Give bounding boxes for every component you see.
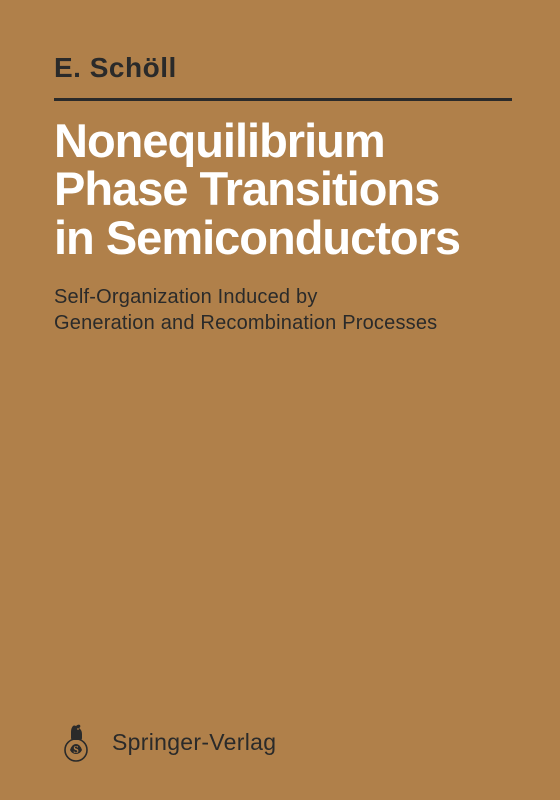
subtitle-line: Self-Organization Induced by (54, 285, 512, 311)
book-subtitle: Self-Organization Induced by Generation … (54, 285, 512, 336)
book-cover: E. Schöll Nonequilibrium Phase Transitio… (0, 0, 560, 800)
springer-logo-icon: S (54, 720, 98, 764)
svg-text:S: S (73, 745, 79, 756)
book-title: Nonequilibrium Phase Transitions in Semi… (54, 117, 512, 264)
subtitle-line: Generation and Recombination Processes (54, 311, 512, 337)
title-line: Phase Transitions (54, 165, 512, 214)
title-line: in Semiconductors (54, 214, 512, 263)
publisher-name: Springer-Verlag (112, 729, 276, 756)
author-name: E. Schöll (54, 52, 512, 84)
divider-rule (54, 98, 512, 101)
publisher-block: S Springer-Verlag (54, 720, 276, 764)
title-line: Nonequilibrium (54, 117, 512, 166)
